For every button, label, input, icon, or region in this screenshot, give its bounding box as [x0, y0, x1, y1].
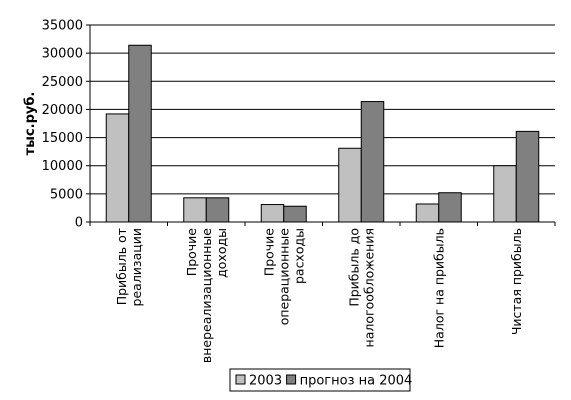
bar-прогноз на 2004 [283, 205, 307, 223]
category-label: Налог на прибыль [431, 228, 446, 348]
category-label: Прочиеоперационныерасходы [261, 228, 306, 326]
category-label-line: Прочие [261, 228, 276, 276]
category-label-line: налогообложения [361, 228, 376, 347]
bar-прогноз на 2004 [360, 101, 385, 223]
bar-прогноз на 2004 [205, 197, 230, 223]
y-tick-label: 5000 [50, 187, 83, 202]
bar-2003 [183, 197, 207, 223]
bar-прогноз на 2004 [515, 130, 540, 223]
axes [89, 25, 556, 226]
category-label-line: доходы [214, 228, 229, 278]
bar-2003 [338, 147, 362, 223]
category-label-line: внереализационные [199, 228, 214, 363]
legend-swatch [235, 374, 246, 385]
category-label-line: Прочие [184, 228, 199, 276]
y-tick-label: 35000 [42, 19, 83, 34]
category-label-line: операционные [276, 228, 291, 326]
y-tick-label: 25000 [42, 75, 83, 90]
category-label-line: Прибыль до [346, 228, 361, 307]
bar-2003 [260, 204, 285, 223]
legend: 2003 прогноз на 2004 [229, 368, 413, 392]
category-label: Прочиевнереализационныедоходы [184, 228, 229, 363]
category-label-line: Чистая прибыль [509, 228, 524, 335]
legend-swatch [286, 374, 297, 385]
category-label: Прибыль отреализации [114, 228, 144, 306]
bars [105, 44, 540, 223]
bar-2003 [415, 203, 440, 223]
legend-label: 2003 [249, 374, 282, 389]
y-axis-label: тыс.руб. [23, 92, 38, 156]
category-label-line: расходы [291, 228, 306, 284]
y-tick-labels: 0 5000 10000 15000 20000 25000 30000 35000 [42, 19, 90, 231]
category-labels: Прибыль отреализации Прочиевнереализацион… [114, 228, 524, 363]
grid-lines [90, 24, 555, 195]
y-tick-label: 30000 [42, 47, 83, 62]
bar-2003 [493, 165, 517, 223]
legend-box [229, 368, 411, 392]
bar-прогноз на 2004 [128, 44, 152, 223]
category-label-line: реализации [129, 228, 144, 306]
category-label: Чистая прибыль [509, 228, 524, 335]
y-tick-label: 0 [75, 216, 83, 231]
y-tick-label: 10000 [42, 159, 83, 174]
category-label-line: Прибыль от [114, 228, 129, 305]
category-label: Прибыль доналогообложения [346, 228, 376, 347]
bar-прогноз на 2004 [438, 192, 462, 223]
category-label-line: Налог на прибыль [431, 228, 446, 348]
legend-label: прогноз на 2004 [300, 374, 413, 389]
bar-2003 [105, 113, 130, 223]
y-tick-label: 20000 [42, 103, 83, 118]
y-tick-label: 15000 [42, 131, 83, 146]
